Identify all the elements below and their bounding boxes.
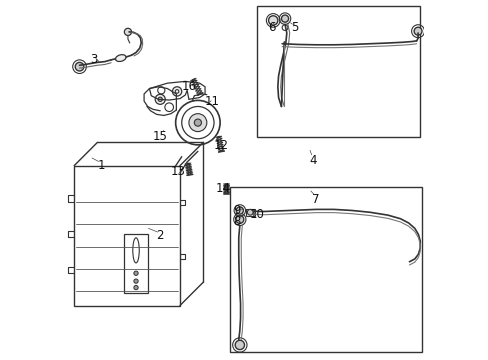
Text: 10: 10: [249, 208, 264, 221]
Circle shape: [158, 97, 162, 102]
Circle shape: [281, 15, 288, 22]
Circle shape: [236, 207, 243, 214]
Text: 3: 3: [90, 53, 98, 66]
Text: 12: 12: [213, 139, 228, 152]
Circle shape: [235, 340, 244, 350]
Circle shape: [188, 114, 206, 132]
Circle shape: [247, 210, 253, 215]
Text: 2: 2: [156, 229, 163, 242]
Text: 6: 6: [267, 21, 275, 34]
Text: 13: 13: [170, 165, 185, 177]
Text: 4: 4: [308, 154, 316, 167]
Bar: [257, 6, 419, 137]
Circle shape: [134, 285, 138, 290]
Text: 7: 7: [312, 193, 319, 206]
Text: 14: 14: [215, 183, 230, 195]
Circle shape: [235, 216, 244, 224]
Circle shape: [124, 28, 131, 36]
Bar: [230, 187, 421, 352]
Ellipse shape: [115, 55, 126, 62]
Circle shape: [194, 119, 201, 126]
Text: 16: 16: [181, 80, 196, 93]
Text: 9: 9: [233, 204, 241, 217]
Circle shape: [268, 16, 277, 25]
Text: 15: 15: [152, 130, 167, 144]
Circle shape: [134, 279, 138, 283]
Circle shape: [155, 94, 165, 104]
Bar: [74, 166, 180, 306]
Bar: [245, 209, 254, 216]
Circle shape: [75, 62, 83, 71]
Circle shape: [172, 87, 182, 96]
Text: 1: 1: [97, 159, 104, 172]
Text: 8: 8: [233, 215, 241, 228]
Circle shape: [413, 27, 421, 35]
Circle shape: [134, 271, 138, 275]
Bar: [124, 234, 147, 293]
Text: 5: 5: [290, 21, 298, 34]
Text: 11: 11: [204, 95, 219, 108]
